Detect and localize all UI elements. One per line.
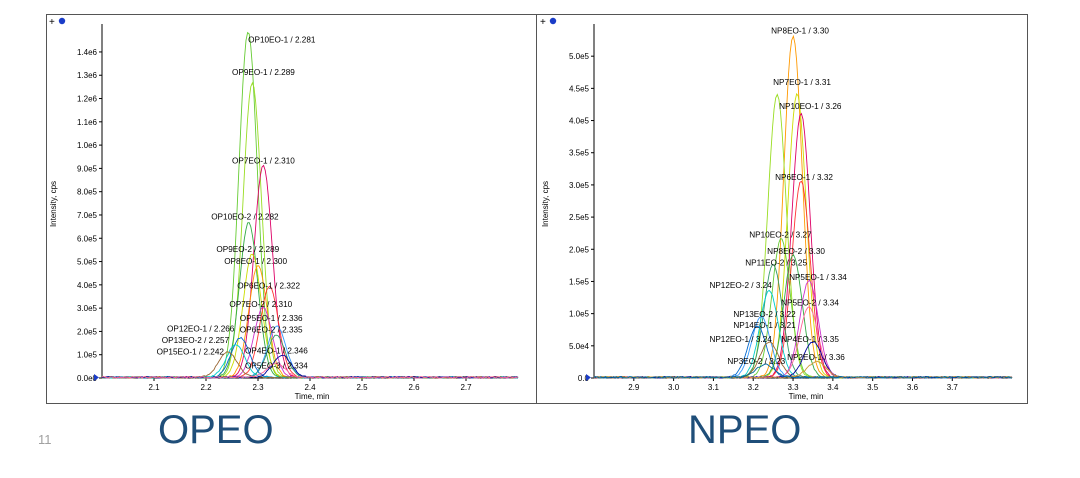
- series-lines: [101, 31, 519, 379]
- y-tick-label: 3.5e5: [569, 149, 590, 158]
- y-tick-label: 5.0e5: [569, 52, 590, 61]
- x-axis-origin-marker-icon: [94, 374, 99, 381]
- y-tick-label: 1.0e6: [77, 141, 98, 150]
- x-tick-label: 2.5: [356, 383, 368, 392]
- y-axis-label: Intensity, cps: [541, 181, 550, 227]
- peak-annotation-label: NP10EO-1 / 3.26: [779, 102, 842, 111]
- y-tick-label: 1.2e6: [77, 95, 98, 104]
- peak-annotation-label: OP5EO-3 / 2.334: [245, 362, 308, 371]
- peak-annotation-label: NP5EO-2 / 3.34: [781, 298, 839, 307]
- x-tick-label: 3.2: [748, 383, 760, 392]
- x-tick-label: 2.9: [628, 383, 640, 392]
- x-tick-label: 3.3: [787, 383, 799, 392]
- y-axis-label: Intensity, cps: [49, 181, 58, 227]
- x-tick-label: 2.1: [148, 383, 160, 392]
- peak-annotation-label: NP4EO-1 / 3.35: [781, 335, 839, 344]
- opeo-caption: OPEO: [158, 408, 274, 452]
- x-tick-label: 2.4: [304, 383, 316, 392]
- y-tick-label: 9.0e5: [77, 164, 98, 173]
- y-tick-label: 2.0e5: [569, 245, 590, 254]
- panel-toolbar-plus-icon[interactable]: +: [49, 17, 55, 28]
- y-tick-label: 6.0e5: [77, 234, 98, 243]
- y-tick-label: 1.0e5: [569, 310, 590, 319]
- peak-annotation-label: NP14EO-1 / 3.21: [733, 321, 796, 330]
- peak-annotations: OP10EO-1 / 2.281 OP9EO-1 / 2.289 OP7EO-1 /…: [157, 36, 316, 371]
- peak-annotation-label: NP3EO-2 / 3.23: [727, 357, 785, 366]
- peak-annotation-label: OP9EO-1 / 2.289: [232, 68, 295, 77]
- y-tick-label: 1.0e5: [77, 351, 98, 360]
- peak-annotation-label: OP10EO-1 / 2.281: [248, 36, 316, 45]
- npeo-chromatogram-panel: + Intensity, cps Time, min 0.0 5.0e4 1.0e5…: [540, 17, 1013, 401]
- x-axis-origin-marker-icon: [586, 374, 591, 381]
- peak-annotation-label: NP8EO-1 / 3.30: [771, 27, 829, 36]
- x-tick-label: 2.7: [460, 383, 472, 392]
- slide-number: 11: [38, 432, 52, 447]
- x-axis-label: Time, min: [295, 392, 330, 401]
- axes: 0.0e0 1.0e5 2.0e5 3.0e5 4.0e5 5.0e5 6.0e5 7.0e5…: [77, 24, 518, 392]
- series-line: [593, 363, 1013, 379]
- x-tick-label: 3.4: [827, 383, 839, 392]
- x-tick-label: 2.2: [200, 383, 212, 392]
- y-tick-label: 2.5e5: [569, 213, 590, 222]
- peak-annotation-label: OP10EO-2 / 2.282: [211, 213, 279, 222]
- peak-annotation-label: OP5EO-1 / 2.336: [240, 314, 303, 323]
- peak-annotation-label: NP2EO-1 / 3.36: [787, 353, 845, 362]
- y-tick-label: 1.5e5: [569, 277, 590, 286]
- peak-annotation-label: NP8EO-2 / 3.30: [767, 247, 825, 256]
- y-tick-label: 1.1e6: [77, 118, 98, 127]
- y-tick-label: 4.5e5: [569, 84, 590, 93]
- peak-annotation-label: OP7EO-2 / 2.310: [229, 300, 292, 309]
- panel-toolbar-dot-icon[interactable]: [58, 17, 66, 25]
- y-tick-label: 1.3e6: [77, 71, 98, 80]
- panel-toolbar-dot-icon[interactable]: [549, 17, 557, 25]
- peak-annotation-label: NP12EO-1 / 3.24: [709, 335, 772, 344]
- peak-annotations: NP8EO-1 / 3.30 NP7EO-1 / 3.31 NP10EO-1 / 3…: [709, 27, 847, 366]
- series-line: [101, 362, 519, 379]
- y-tick-label: 7.0e5: [77, 211, 98, 220]
- y-tick-label: 2.0e5: [77, 327, 98, 336]
- y-tick-label: 3.0e5: [77, 304, 98, 313]
- peak-annotation-label: NP10EO-2 / 3.27: [749, 231, 812, 240]
- peak-annotation-label: NP12EO-2 / 3.24: [709, 281, 772, 290]
- y-tick-label: 3.0e5: [569, 181, 590, 190]
- peak-annotation-label: OP9EO-2 / 2.289: [216, 245, 279, 254]
- peak-annotation-label: NP5EO-1 / 3.34: [789, 273, 847, 282]
- y-tick-label: 5.0e4: [569, 342, 590, 351]
- y-tick-label: 0.0: [578, 374, 590, 383]
- y-tick-label: 0.0e0: [77, 374, 98, 383]
- opeo-chromatogram-panel: + Intensity, cps Time, min 0.0e0 1.0e5 2.0…: [49, 17, 519, 401]
- peak-annotation-label: OP8EO-1 / 2.300: [224, 257, 287, 266]
- y-tick-label: 5.0e5: [77, 258, 98, 267]
- y-tick-label: 4.0e5: [77, 281, 98, 290]
- chromatogram-figure: + Intensity, cps Time, min 0.0e0 1.0e5 2.0…: [46, 14, 1028, 404]
- x-tick-label: 3.5: [867, 383, 879, 392]
- y-tick-label: 8.0e5: [77, 188, 98, 197]
- peak-annotation-label: NP11EO-2 / 3.25: [745, 258, 807, 267]
- x-axis-label: Time, min: [789, 392, 824, 401]
- peak-annotation-label: NP13EO-2 / 3.22: [733, 310, 796, 319]
- x-tick-label: 3.1: [708, 383, 720, 392]
- panel-toolbar-plus-icon[interactable]: +: [540, 17, 546, 28]
- peak-annotation-label: OP6EO-2 / 2.335: [240, 326, 303, 335]
- x-tick-label: 3.7: [947, 383, 959, 392]
- x-tick-label: 3.6: [907, 383, 919, 392]
- peak-annotation-label: NP6EO-1 / 3.32: [775, 173, 833, 182]
- y-tick-label: 1.4e6: [77, 48, 98, 57]
- y-tick-label: 4.0e5: [569, 117, 590, 126]
- peak-annotation-label: OP6EO-1 / 2.322: [237, 281, 300, 290]
- peak-annotation-label: OP13EO-2 / 2.257: [162, 336, 230, 345]
- peak-annotation-label: OP15EO-1 / 2.242: [157, 348, 225, 357]
- x-tick-label: 2.6: [408, 383, 420, 392]
- peak-annotation-label: OP12EO-1 / 2.266: [167, 324, 235, 333]
- peak-annotation-label: OP7EO-1 / 2.310: [232, 157, 295, 166]
- x-tick-label: 2.3: [252, 383, 264, 392]
- npeo-caption: NPEO: [688, 408, 802, 452]
- x-tick-label: 3.0: [668, 383, 680, 392]
- peak-annotation-label: OP4EO-1 / 2.346: [245, 347, 308, 356]
- series-lines: [593, 34, 1013, 379]
- peak-annotation-label: NP7EO-1 / 3.31: [773, 78, 831, 87]
